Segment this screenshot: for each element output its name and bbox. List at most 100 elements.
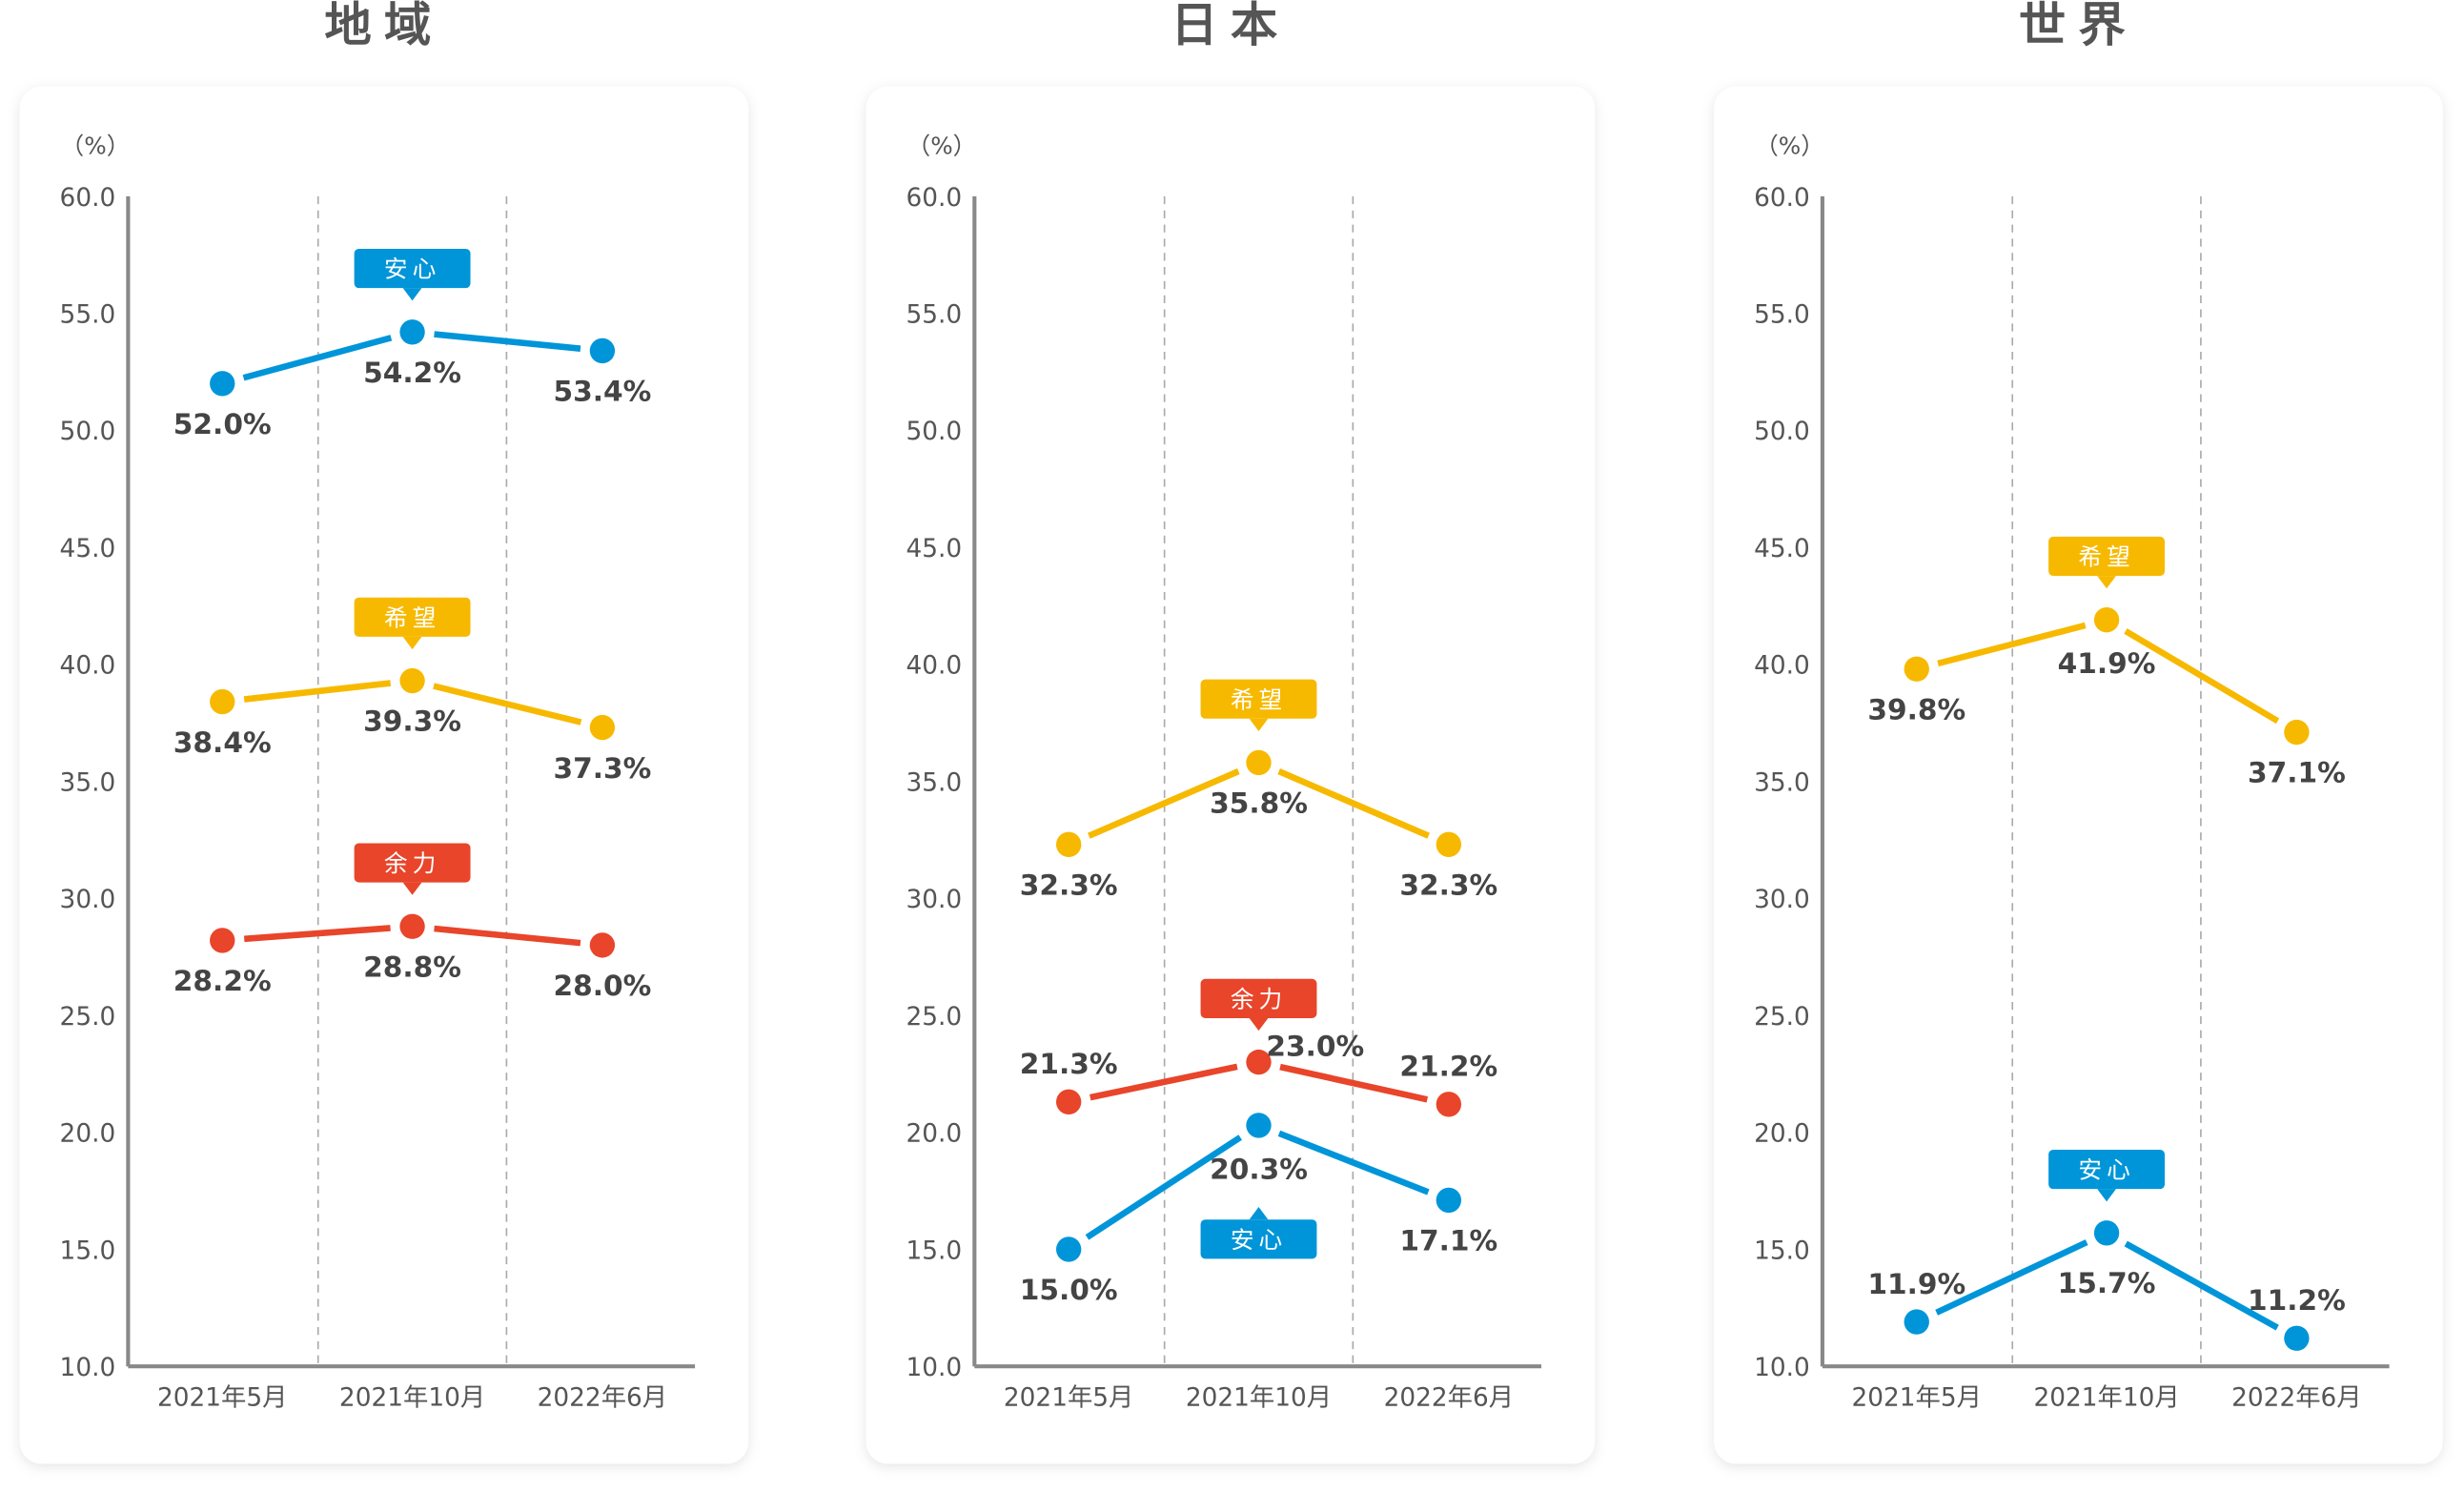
data-label: 15.7% <box>2058 1266 2156 1299</box>
series-tag-pointer <box>2097 1189 2116 1202</box>
series-tag-label: 希望 <box>384 603 440 631</box>
y-tick-label: 25.0 <box>1754 1003 1810 1032</box>
data-label: 11.2% <box>2248 1283 2346 1317</box>
x-tick-label: 2021年10月 <box>1186 1383 1332 1412</box>
data-point <box>1055 1089 1082 1115</box>
series-tag-bg <box>1200 679 1317 719</box>
series-tag-pointer <box>1249 718 1269 731</box>
data-point <box>1055 1237 1082 1262</box>
series-line-希望 <box>433 683 582 726</box>
x-tick-label: 2022年6月 <box>538 1383 667 1412</box>
y-tick-label: 55.0 <box>1754 301 1810 330</box>
series-line-安心 <box>1277 1130 1430 1196</box>
data-label: 52.0% <box>173 407 272 440</box>
series-line-安心 <box>1085 1134 1242 1240</box>
y-tick-label: 35.0 <box>1754 768 1810 797</box>
data-label: 11.9% <box>1867 1267 1965 1300</box>
data-label: 41.9% <box>2058 646 2156 680</box>
data-label: 21.3% <box>1020 1047 1118 1080</box>
series-line-希望 <box>1088 768 1240 839</box>
data-label: 20.3% <box>1210 1152 1308 1185</box>
panel-title: 地域 <box>324 0 443 52</box>
y-tick-label: 45.0 <box>60 535 116 563</box>
y-tick-label: 50.0 <box>60 418 116 446</box>
y-tick-label: 45.0 <box>1754 535 1810 563</box>
chart-panel-1: 地域 （%） 60.0 55.0 50.0 45.0 40.0 35.0 30.0 25.0 20.… <box>19 0 749 1464</box>
y-tick-label: 15.0 <box>60 1237 116 1265</box>
series-tag-安心: 安心 <box>1200 1207 1317 1259</box>
data-point <box>1904 1309 1929 1335</box>
data-label: 17.1% <box>1399 1224 1497 1257</box>
series-line-安心 <box>242 335 393 381</box>
series-tag-bg <box>354 597 471 637</box>
series-line-希望 <box>1937 622 2087 667</box>
series-tag-pointer <box>2097 576 2116 589</box>
series-line-希望 <box>2124 628 2280 725</box>
x-tick-label: 2021年10月 <box>2033 1383 2179 1412</box>
data-label: 32.3% <box>1399 869 1497 902</box>
data-label: 39.3% <box>363 705 461 738</box>
series-tag-pointer <box>1249 1207 1269 1220</box>
series-tag-希望: 希望 <box>1200 679 1317 731</box>
data-point <box>210 371 235 397</box>
y-tick-label: 25.0 <box>906 1003 962 1032</box>
y-tick-label: 20.0 <box>60 1120 116 1149</box>
data-label: 21.2% <box>1399 1050 1497 1083</box>
series-tag-pointer <box>402 636 422 650</box>
data-point <box>1246 1113 1272 1138</box>
y-tick-label: 55.0 <box>906 301 962 330</box>
data-label: 37.1% <box>2248 756 2346 789</box>
series-tag-label: 安心 <box>1231 1226 1287 1254</box>
series-tag-label: 希望 <box>2078 543 2134 571</box>
series-tag-安心: 安心 <box>354 248 471 301</box>
y-tick-label: 60.0 <box>906 184 962 213</box>
y-tick-label: 40.0 <box>906 652 962 681</box>
series-tag-余力: 余力 <box>1200 978 1317 1032</box>
series-tag-label: 余力 <box>1231 985 1287 1012</box>
y-tick-label: 35.0 <box>906 768 962 797</box>
panel-card <box>19 86 749 1464</box>
x-tick-label: 2022年6月 <box>2231 1383 2362 1412</box>
y-unit-label: （%） <box>1755 132 1824 159</box>
series-tag-pointer <box>402 882 422 895</box>
series-tag-label: 希望 <box>1231 685 1287 713</box>
series-line-希望 <box>1277 768 1430 839</box>
series-tag-希望: 希望 <box>354 597 471 650</box>
data-point <box>399 913 425 939</box>
data-label: 23.0% <box>1266 1030 1364 1063</box>
data-point <box>1246 1049 1272 1075</box>
y-unit-label: （%） <box>61 132 131 159</box>
series-tag-pointer <box>402 288 422 301</box>
chart-panel-2: 日本 （%） 60.0 55.0 50.0 45.0 40.0 35.0 30.0 25.0 20.… <box>865 0 1596 1464</box>
data-point <box>589 932 616 958</box>
y-tick-label: 30.0 <box>1754 886 1810 914</box>
y-tick-label: 50.0 <box>1754 418 1810 446</box>
y-tick-label: 35.0 <box>60 768 116 797</box>
data-point <box>399 319 425 345</box>
panel-title: 世界 <box>2019 0 2138 52</box>
data-point <box>1436 1092 1462 1117</box>
y-unit-label: （%） <box>906 132 976 159</box>
data-point <box>210 928 235 953</box>
series-line-余力 <box>243 925 391 943</box>
series-tag-bg <box>354 843 471 883</box>
y-tick-label: 60.0 <box>60 184 116 213</box>
series-tag-pointer <box>1249 1017 1269 1032</box>
x-tick-label: 2021年10月 <box>339 1383 485 1412</box>
data-label: 28.0% <box>553 969 651 1002</box>
y-tick-label: 10.0 <box>60 1354 116 1382</box>
series-line-余力 <box>434 925 581 947</box>
data-label: 54.2% <box>363 356 461 389</box>
y-tick-label: 55.0 <box>60 301 116 330</box>
data-point <box>1904 656 1929 682</box>
series-tag-label: 余力 <box>384 849 440 877</box>
series-tag-bg <box>1200 978 1317 1018</box>
series-line-希望 <box>243 680 392 703</box>
y-tick-label: 10.0 <box>1754 1354 1810 1382</box>
data-point <box>1055 831 1082 858</box>
series-tag-bg <box>354 248 471 289</box>
series-line-安心 <box>434 331 581 352</box>
data-point <box>399 667 425 694</box>
y-tick-label: 25.0 <box>60 1003 116 1032</box>
data-label: 28.2% <box>173 964 272 997</box>
